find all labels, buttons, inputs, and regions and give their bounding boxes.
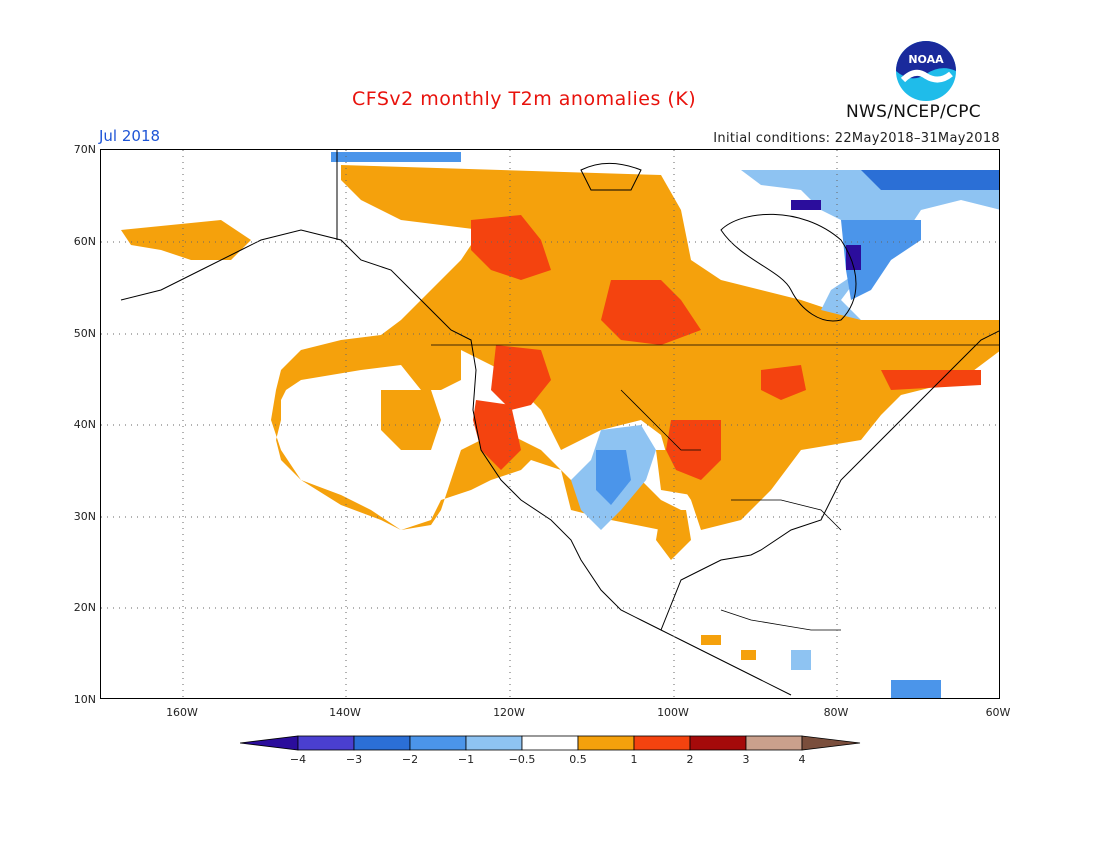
colorbar-bin	[577, 735, 635, 751]
colorbar-bin	[297, 735, 355, 751]
initial-conditions: Initial conditions: 22May2018–31May2018	[713, 131, 1000, 146]
colorbar-label: 1	[630, 753, 638, 766]
lon-label-140w: 140W	[329, 706, 361, 719]
lat-label-40n: 40N	[73, 418, 96, 431]
lat-label-50n: 50N	[73, 327, 96, 340]
colorbar-label: 3	[742, 753, 750, 766]
colorbar-bin	[521, 735, 579, 751]
colorbar-label: −3	[345, 753, 363, 766]
colorbar-end-low	[240, 735, 299, 751]
colorbar-end-high	[801, 735, 861, 751]
svg-text:NOAA: NOAA	[908, 53, 944, 66]
colorbar-bin	[689, 735, 747, 751]
colorbar-label: 0.5	[569, 753, 587, 766]
cool-anomaly-regions	[331, 152, 999, 698]
strong-warm-regions	[471, 215, 981, 480]
colorbar-bin	[745, 735, 803, 751]
organization-label: NWS/NCEP/CPC	[846, 102, 981, 122]
lon-label-100w: 100W	[657, 706, 689, 719]
colorbar-label: 4	[798, 753, 806, 766]
colorbar-label: −0.5	[508, 753, 536, 766]
colorbar-label: −1	[457, 753, 475, 766]
lon-label-80w: 80W	[823, 706, 849, 719]
colorbar-bin	[465, 735, 523, 751]
colorbar-bin	[353, 735, 411, 751]
colorbar-label: −4	[289, 753, 307, 766]
colorbar-bin	[633, 735, 691, 751]
lon-label-160w: 160W	[166, 706, 198, 719]
lat-label-30n: 30N	[73, 510, 96, 523]
noaa-logo: NOAA	[896, 41, 956, 101]
map-title: CFSv2 monthly T2m anomalies (K)	[352, 88, 697, 110]
lat-label-60n: 60N	[73, 235, 96, 248]
colorbar-label: 2	[686, 753, 694, 766]
colorbar	[240, 735, 861, 751]
lat-label-20n: 20N	[73, 601, 96, 614]
lon-label-120w: 120W	[493, 706, 525, 719]
lat-label-10n: 10N	[73, 693, 96, 706]
colorbar-bin	[409, 735, 467, 751]
graticule-lines	[101, 150, 999, 698]
lon-label-60w: 60W	[985, 706, 1011, 719]
anomaly-map	[100, 149, 1000, 699]
lat-label-70n: 70N	[73, 143, 96, 156]
forecast-month: Jul 2018	[99, 127, 161, 145]
coastline-outlines	[120, 150, 999, 696]
colorbar-label: −2	[401, 753, 419, 766]
